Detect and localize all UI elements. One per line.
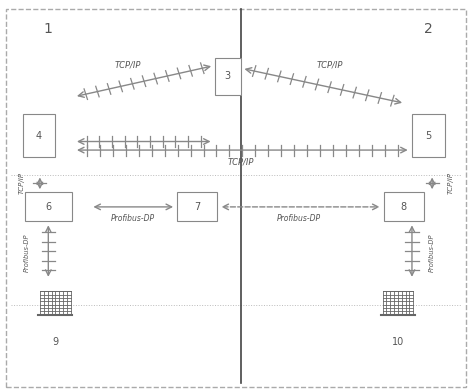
Bar — [177, 192, 217, 221]
Text: 5: 5 — [425, 131, 431, 141]
Text: 10: 10 — [392, 337, 404, 347]
Text: 2: 2 — [424, 22, 433, 36]
Text: TCP/IP: TCP/IP — [228, 157, 254, 166]
Text: Profibus-DP: Profibus-DP — [429, 233, 435, 272]
Text: 3: 3 — [225, 71, 231, 81]
Text: 8: 8 — [401, 202, 407, 212]
Text: 1: 1 — [44, 22, 53, 36]
Text: 7: 7 — [194, 202, 201, 212]
Bar — [412, 114, 445, 157]
Text: TCP/IP: TCP/IP — [317, 61, 343, 70]
Text: TCP/IP: TCP/IP — [18, 172, 25, 194]
Text: Profibus-DP: Profibus-DP — [277, 214, 321, 223]
Bar — [215, 58, 241, 95]
Bar — [25, 192, 72, 221]
Text: 4: 4 — [36, 131, 42, 141]
Bar — [23, 114, 55, 157]
Text: Profibus-DP: Profibus-DP — [24, 233, 30, 272]
Text: 9: 9 — [52, 337, 59, 347]
Bar — [384, 192, 424, 221]
Text: TCP/IP: TCP/IP — [447, 172, 454, 194]
Text: Profibus-DP: Profibus-DP — [111, 214, 155, 223]
Text: TCP/IP: TCP/IP — [115, 60, 141, 69]
Text: 6: 6 — [45, 202, 51, 212]
